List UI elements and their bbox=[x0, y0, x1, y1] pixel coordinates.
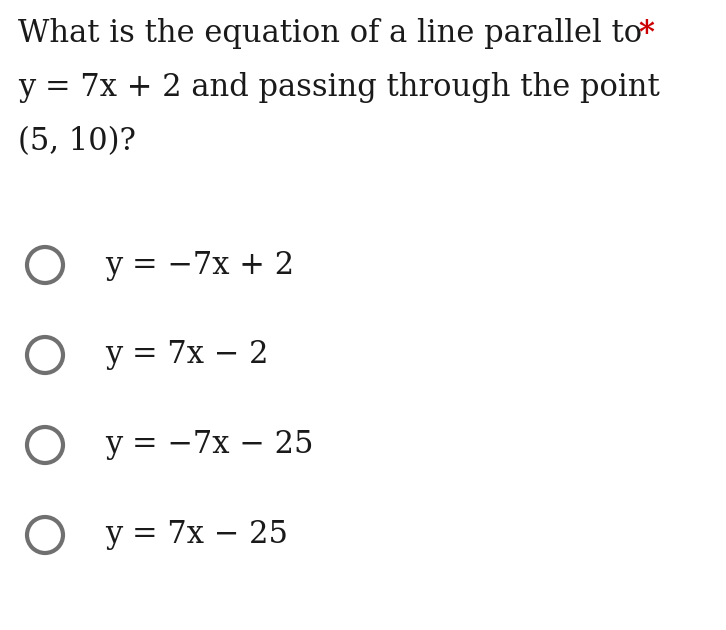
Text: What is the equation of a line parallel to: What is the equation of a line parallel … bbox=[18, 18, 652, 49]
Text: (5, 10)?: (5, 10)? bbox=[18, 126, 136, 157]
Text: y = −7x − 25: y = −7x − 25 bbox=[105, 430, 314, 461]
Text: y = 7x − 25: y = 7x − 25 bbox=[105, 520, 288, 551]
Text: y = 7x − 2: y = 7x − 2 bbox=[105, 340, 269, 370]
Text: y = −7x + 2: y = −7x + 2 bbox=[105, 249, 294, 280]
Text: y = 7x + 2 and passing through the point: y = 7x + 2 and passing through the point bbox=[18, 72, 660, 103]
Text: *: * bbox=[638, 18, 654, 49]
